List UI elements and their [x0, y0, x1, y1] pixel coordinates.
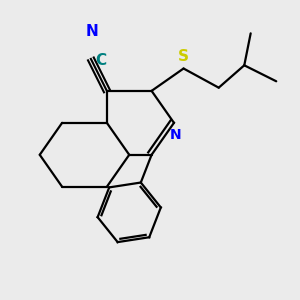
- Text: S: S: [178, 49, 189, 64]
- Text: C: C: [96, 53, 107, 68]
- Text: N: N: [170, 128, 182, 142]
- Text: N: N: [86, 24, 99, 39]
